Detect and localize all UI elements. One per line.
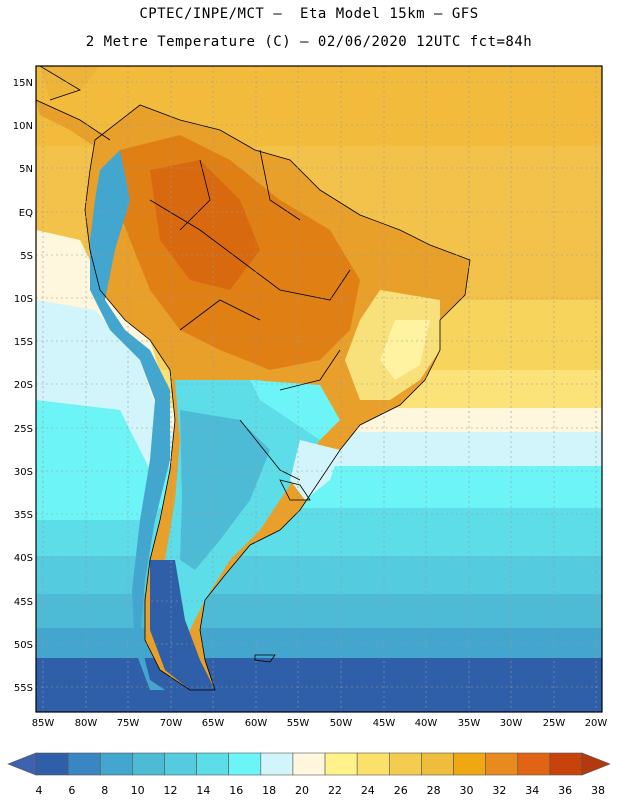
colorbar-swatch bbox=[549, 752, 583, 776]
lon-label: 55W bbox=[287, 718, 310, 729]
colorbar-swatch bbox=[485, 752, 519, 776]
title-line-2: 2 Metre Temperature (C) – 02/06/2020 12U… bbox=[85, 34, 533, 50]
lat-label: 5S bbox=[20, 251, 33, 262]
colorbar-label: 26 bbox=[394, 784, 408, 797]
lat-label: 40S bbox=[14, 553, 33, 564]
colorbar: 4 6 8 10 12 14 16 18 20 22 24 26 28 30 32 34 36 38 bbox=[7, 752, 611, 797]
lon-label: 20W bbox=[585, 718, 608, 729]
colorbar-swatch bbox=[196, 752, 230, 776]
colorbar-swatch bbox=[324, 752, 358, 776]
lat-label: 55S bbox=[14, 683, 33, 694]
lon-label: 75W bbox=[117, 718, 140, 729]
latitude-labels: 15N 10N 5N EQ 5S 10S 15S 20S 25S 30S 35S… bbox=[13, 78, 33, 694]
lat-label: 15S bbox=[14, 337, 33, 348]
colorbar-low-arrow bbox=[7, 752, 37, 776]
colorbar-swatch bbox=[164, 752, 197, 776]
lon-label: 25W bbox=[543, 718, 566, 729]
colorbar-swatch bbox=[260, 752, 294, 776]
colorbar-swatch bbox=[453, 752, 486, 776]
colorbar-labels: 4 6 8 10 12 14 16 18 20 22 24 26 28 30 32 34 36 38 bbox=[36, 784, 606, 797]
lat-label: 15N bbox=[13, 78, 33, 89]
colorbar-label: 14 bbox=[196, 784, 210, 797]
colorbar-label: 12 bbox=[164, 784, 178, 797]
colorbar-swatch bbox=[67, 752, 101, 776]
lat-label: EQ bbox=[19, 208, 33, 219]
colorbar-label: 36 bbox=[558, 784, 572, 797]
lat-label: 45S bbox=[14, 597, 33, 608]
lat-label: 30S bbox=[14, 467, 33, 478]
colorbar-swatch bbox=[99, 752, 133, 776]
lon-label: 65W bbox=[202, 718, 225, 729]
lon-label: 80W bbox=[75, 718, 98, 729]
lat-label: 5N bbox=[19, 164, 33, 175]
colorbar-label: 20 bbox=[295, 784, 309, 797]
colorbar-label: 38 bbox=[591, 784, 605, 797]
lon-label: 60W bbox=[245, 718, 268, 729]
colorbar-label: 30 bbox=[459, 784, 473, 797]
title-line-1: CPTEC/INPE/MCT – Eta Model 15km – GFS bbox=[139, 6, 479, 22]
coastlines bbox=[36, 66, 471, 691]
colorbar-high-arrow bbox=[581, 752, 611, 776]
colorbar-label: 18 bbox=[262, 784, 276, 797]
colorbar-label: 32 bbox=[492, 784, 506, 797]
graticule bbox=[36, 66, 602, 712]
colorbar-swatch bbox=[517, 752, 551, 776]
lat-label: 35S bbox=[14, 510, 33, 521]
colorbar-label: 4 bbox=[36, 784, 43, 797]
lon-label: 40W bbox=[415, 718, 438, 729]
colorbar-swatch bbox=[292, 752, 326, 776]
lon-label: 30W bbox=[500, 718, 523, 729]
longitude-labels: 85W 80W 75W 70W 65W 60W 55W 50W 45W 40W … bbox=[32, 718, 608, 729]
colorbar-label: 16 bbox=[229, 784, 243, 797]
colorbar-swatch bbox=[356, 752, 390, 776]
colorbar-label: 22 bbox=[328, 784, 342, 797]
colorbar-swatch bbox=[35, 752, 69, 776]
colorbar-swatch bbox=[132, 752, 165, 776]
lat-label: 20S bbox=[14, 380, 33, 391]
colorbar-swatch bbox=[388, 752, 422, 776]
colorbar-label: 8 bbox=[101, 784, 108, 797]
lat-label: 10N bbox=[13, 121, 33, 132]
colorbar-label: 6 bbox=[68, 784, 75, 797]
colorbar-swatch bbox=[421, 752, 454, 776]
lat-label: 50S bbox=[14, 640, 33, 651]
lon-label: 50W bbox=[330, 718, 353, 729]
colorbar-label: 34 bbox=[525, 784, 539, 797]
colorbar-label: 10 bbox=[131, 784, 145, 797]
colorbar-swatch bbox=[228, 752, 262, 776]
colorbar-label: 28 bbox=[427, 784, 441, 797]
colorbar-label: 24 bbox=[361, 784, 375, 797]
colorbar-swatches bbox=[35, 752, 583, 776]
temperature-field bbox=[36, 66, 602, 712]
lat-label: 10S bbox=[14, 294, 33, 305]
temperature-map: 15N 10N 5N EQ 5S 10S 15S 20S 25S 30S 35S… bbox=[13, 65, 608, 729]
lon-label: 35W bbox=[458, 718, 481, 729]
lon-label: 45W bbox=[373, 718, 396, 729]
map-frame bbox=[35, 65, 603, 713]
lon-label: 85W bbox=[32, 718, 55, 729]
lon-label: 70W bbox=[160, 718, 183, 729]
lat-label: 25S bbox=[14, 424, 33, 435]
